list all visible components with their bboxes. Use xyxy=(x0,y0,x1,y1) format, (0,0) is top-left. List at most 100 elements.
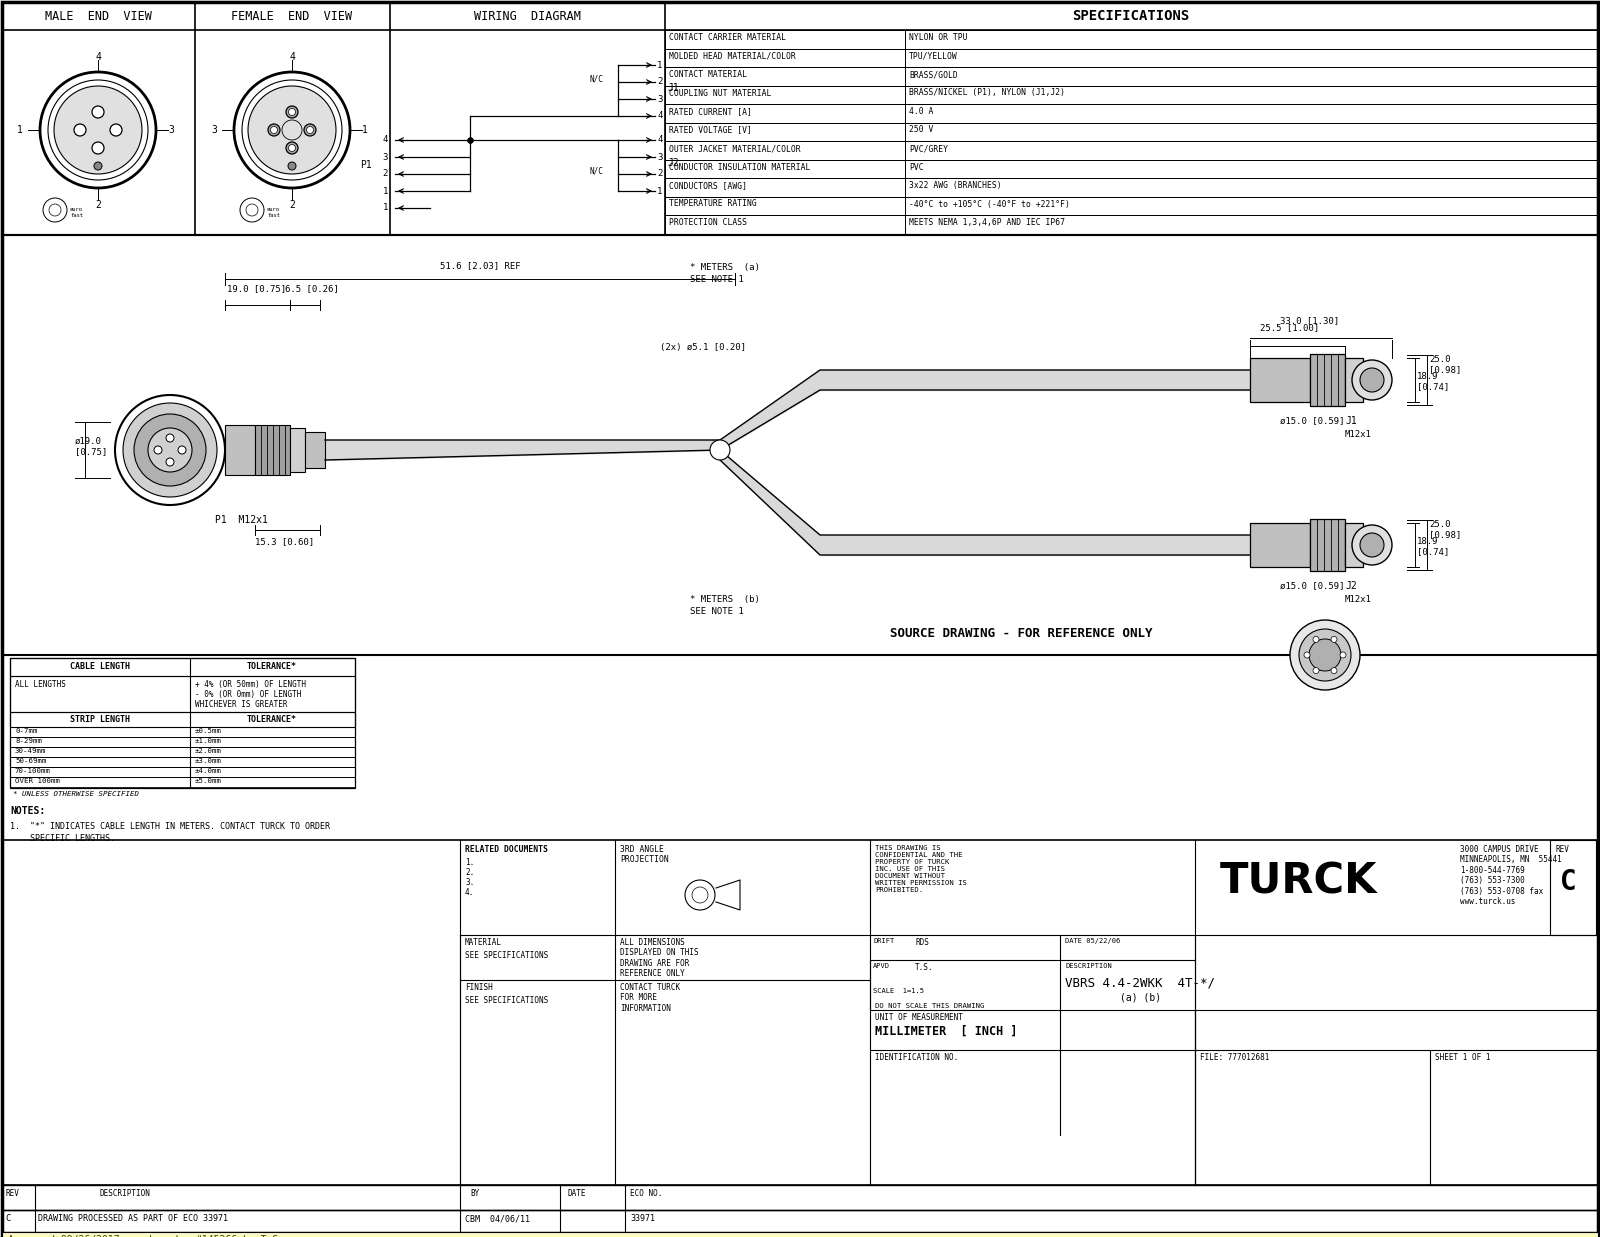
Text: REV: REV xyxy=(1555,845,1570,854)
Bar xyxy=(226,426,254,475)
Text: VBRS 4.4-2WKK  4T-*/: VBRS 4.4-2WKK 4T-*/ xyxy=(1066,977,1214,990)
Text: ø19.0
[0.75]: ø19.0 [0.75] xyxy=(75,437,107,455)
Text: 3x22 AWG (BRANCHES): 3x22 AWG (BRANCHES) xyxy=(909,181,1002,190)
Circle shape xyxy=(246,204,258,216)
Text: ECO NO.: ECO NO. xyxy=(630,1189,662,1197)
Text: J1: J1 xyxy=(667,83,678,93)
Text: DO NOT SCALE THIS DRAWING: DO NOT SCALE THIS DRAWING xyxy=(875,1003,984,1009)
Text: FILE: 777012681: FILE: 777012681 xyxy=(1200,1053,1269,1063)
Text: ø15.0 [0.59]: ø15.0 [0.59] xyxy=(1280,581,1344,590)
Text: FEMALE  END  VIEW: FEMALE END VIEW xyxy=(232,10,352,22)
Text: 2: 2 xyxy=(382,169,387,178)
Circle shape xyxy=(50,204,61,216)
Circle shape xyxy=(1304,652,1310,658)
Text: 30-49mm: 30-49mm xyxy=(14,748,46,755)
Text: ø15.0 [0.59]: ø15.0 [0.59] xyxy=(1280,416,1344,426)
Text: MEETS NEMA 1,3,4,6P AND IEC IP67: MEETS NEMA 1,3,4,6P AND IEC IP67 xyxy=(909,218,1066,228)
Text: CBM  04/06/11: CBM 04/06/11 xyxy=(466,1213,530,1223)
Text: SCALE  1=1.5: SCALE 1=1.5 xyxy=(874,988,925,995)
Bar xyxy=(666,215,1598,234)
Text: PVC: PVC xyxy=(909,162,923,172)
Text: 250 V: 250 V xyxy=(909,125,933,135)
Text: 25.0
[0.98]: 25.0 [0.98] xyxy=(1429,355,1461,375)
Circle shape xyxy=(248,87,336,174)
Text: - 0% (OR 0mm) OF LENGTH: - 0% (OR 0mm) OF LENGTH xyxy=(195,690,301,699)
Text: 4: 4 xyxy=(382,136,387,145)
Text: NYLON OR TPU: NYLON OR TPU xyxy=(909,33,968,42)
Circle shape xyxy=(1331,668,1338,674)
Bar xyxy=(666,104,1598,122)
Text: 4: 4 xyxy=(658,111,662,120)
Text: ±2.0mm: ±2.0mm xyxy=(195,748,222,755)
Circle shape xyxy=(134,414,206,486)
Bar xyxy=(306,432,325,468)
Text: SEE NOTE 1: SEE NOTE 1 xyxy=(690,607,744,616)
Text: 4.0 A: 4.0 A xyxy=(909,106,933,116)
Circle shape xyxy=(94,162,102,169)
Bar xyxy=(10,757,355,767)
Text: FINISH: FINISH xyxy=(466,983,493,992)
Bar xyxy=(1310,354,1346,406)
Text: MALE  END  VIEW: MALE END VIEW xyxy=(45,10,152,22)
Circle shape xyxy=(147,428,192,473)
Text: 1: 1 xyxy=(382,204,387,213)
Text: PVC/GREY: PVC/GREY xyxy=(909,143,947,153)
Text: CABLE LENGTH: CABLE LENGTH xyxy=(70,662,130,670)
Circle shape xyxy=(1314,636,1318,642)
Circle shape xyxy=(1360,533,1384,557)
Text: 18.9
[0.74]: 18.9 [0.74] xyxy=(1418,372,1450,391)
Text: OUTER JACKET MATERIAL/COLOR: OUTER JACKET MATERIAL/COLOR xyxy=(669,143,800,153)
Text: 4: 4 xyxy=(658,136,662,145)
Bar xyxy=(1346,523,1363,567)
Bar xyxy=(2,235,1598,656)
Text: MATERIAL: MATERIAL xyxy=(466,938,502,948)
Text: 3: 3 xyxy=(168,125,174,135)
Text: SEE NOTE 1: SEE NOTE 1 xyxy=(690,275,744,285)
Bar xyxy=(10,727,355,737)
Text: UNIT OF MEASUREMENT: UNIT OF MEASUREMENT xyxy=(875,1013,963,1022)
Text: SEE SPECIFICATIONS: SEE SPECIFICATIONS xyxy=(466,951,549,960)
Bar xyxy=(1310,520,1346,571)
Circle shape xyxy=(1309,640,1341,670)
Text: DATE: DATE xyxy=(568,1189,587,1197)
Bar xyxy=(254,426,290,475)
Text: M12x1: M12x1 xyxy=(1346,430,1371,439)
Text: 1: 1 xyxy=(362,125,368,135)
Circle shape xyxy=(1331,636,1338,642)
Text: 3: 3 xyxy=(658,152,662,162)
Bar xyxy=(666,197,1598,215)
Text: 1.: 1. xyxy=(466,858,474,867)
Bar xyxy=(666,85,1598,104)
Text: + 4% (OR 50mm) OF LENGTH: + 4% (OR 50mm) OF LENGTH xyxy=(195,680,306,689)
Text: C: C xyxy=(5,1213,10,1223)
Text: N/C: N/C xyxy=(590,167,603,176)
Bar xyxy=(1346,357,1363,402)
Text: DESCRIPTION: DESCRIPTION xyxy=(1066,962,1112,969)
Text: CONTACT CARRIER MATERIAL: CONTACT CARRIER MATERIAL xyxy=(669,33,786,42)
Text: ±3.0mm: ±3.0mm xyxy=(195,758,222,764)
Circle shape xyxy=(110,124,122,136)
Text: TEMPERATURE RATING: TEMPERATURE RATING xyxy=(669,199,757,209)
Circle shape xyxy=(1360,367,1384,392)
Text: BY: BY xyxy=(470,1189,480,1197)
Text: SPECIFIC LENGTHS.: SPECIFIC LENGTHS. xyxy=(10,834,115,842)
Text: ±1.0mm: ±1.0mm xyxy=(195,738,222,743)
Text: MOLDED HEAD MATERIAL/COLOR: MOLDED HEAD MATERIAL/COLOR xyxy=(669,52,795,61)
Text: * METERS  (b): * METERS (b) xyxy=(690,595,760,604)
Text: N/C: N/C xyxy=(590,75,603,84)
Circle shape xyxy=(93,142,104,153)
Text: -40°C to +105°C (-40°F to +221°F): -40°C to +105°C (-40°F to +221°F) xyxy=(909,199,1070,209)
Text: DATE 05/22/06: DATE 05/22/06 xyxy=(1066,938,1120,944)
Circle shape xyxy=(115,395,226,505)
Text: PROTECTION CLASS: PROTECTION CLASS xyxy=(669,218,747,228)
Text: TPU/YELLOW: TPU/YELLOW xyxy=(909,52,958,61)
Text: TOLERANCE*: TOLERANCE* xyxy=(246,715,298,724)
Text: euro
fast: euro fast xyxy=(70,207,83,218)
Text: COUPLING NUT MATERIAL: COUPLING NUT MATERIAL xyxy=(669,89,771,98)
Bar xyxy=(666,48,1598,67)
Circle shape xyxy=(286,106,298,118)
Circle shape xyxy=(691,887,707,903)
Text: 3: 3 xyxy=(211,125,218,135)
Text: REV: REV xyxy=(5,1189,19,1197)
Circle shape xyxy=(710,440,730,460)
